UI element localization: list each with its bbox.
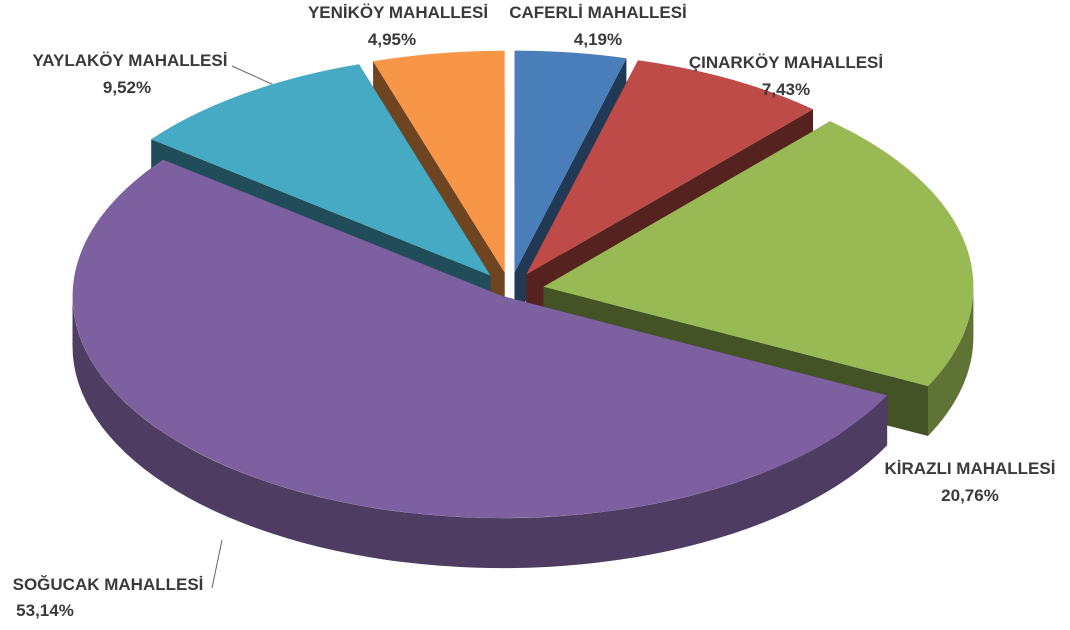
slice-label: ÇINARKÖY MAHALLESİ [689, 53, 883, 72]
leader-line [211, 539, 223, 589]
value-label: 20,76% [941, 486, 999, 505]
value-label: 53,14% [16, 601, 74, 620]
slice [526, 60, 813, 275]
slice-label: SOĞUCAK MAHALLESİ [13, 575, 204, 594]
slice [543, 121, 974, 387]
slice-label: CAFERLİ MAHALLESİ [509, 3, 687, 22]
leader-line [231, 65, 277, 87]
slice-rim [72, 296, 888, 569]
value-label: 4,95% [368, 30, 416, 49]
slice-label: KİRAZLI MAHALLESİ [885, 459, 1056, 478]
slice-rim [928, 286, 974, 436]
value-label: 7,43% [762, 80, 810, 99]
value-label: 9,52% [103, 78, 151, 97]
slice [151, 64, 491, 276]
slice [72, 159, 888, 519]
slice-label: YAYLAKÖY MAHALLESİ [33, 51, 228, 70]
value-label: 4,19% [574, 30, 622, 49]
slice [514, 50, 627, 273]
slice [373, 50, 505, 273]
slice-label: YENİKÖY MAHALLESİ [308, 3, 488, 22]
